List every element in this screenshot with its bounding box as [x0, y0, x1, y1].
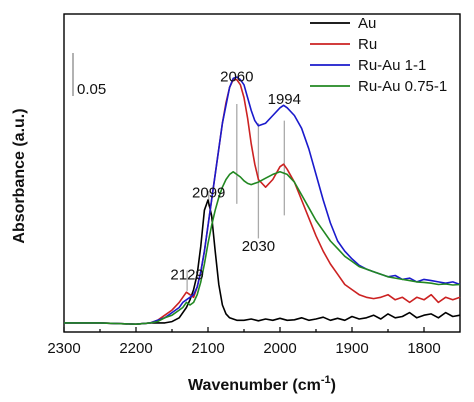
legend-label-1: Ru [358, 36, 377, 53]
x-axis-title-end: ) [331, 377, 336, 394]
peak-annotations: 2060 1994 2099 2030 2129 [170, 69, 301, 284]
x-axis-ticks: 2300 2200 2100 2000 1900 1800 [47, 327, 441, 357]
series-lines [64, 76, 461, 325]
peak-label-1994: 1994 [268, 91, 301, 108]
x-tick-label-2200: 2200 [119, 340, 152, 357]
legend-label-0: Au [358, 15, 376, 32]
peak-label-2060: 2060 [220, 69, 253, 86]
peak-guide-lines [186, 104, 285, 291]
legend-label-2: Ru-Au 1-1 [358, 57, 426, 74]
scale-bar-label: 0.05 [77, 81, 106, 98]
x-axis-title-main: Wavenumber (cm [188, 377, 321, 394]
plot-frame [63, 13, 461, 333]
series-line-2 [64, 76, 461, 325]
x-tick-label-2000: 2000 [263, 340, 296, 357]
x-axis-title: Wavenumber (cm-1) [188, 374, 336, 394]
peak-label-2099: 2099 [192, 184, 225, 201]
x-axis-title-sup: -1 [321, 374, 331, 386]
series-line-1 [64, 78, 461, 325]
series-line-0 [64, 199, 461, 325]
legend: Au Ru Ru-Au 1-1 Ru-Au 0.75-1 [310, 15, 447, 95]
x-tick-label-1900: 1900 [335, 340, 368, 357]
peak-label-2030: 2030 [242, 238, 275, 255]
x-tick-label-2100: 2100 [191, 340, 224, 357]
peak-label-2129: 2129 [170, 266, 203, 283]
series-line-3 [64, 171, 461, 325]
x-tick-label-2300: 2300 [47, 340, 80, 357]
legend-label-3: Ru-Au 0.75-1 [358, 78, 447, 95]
y-axis-title: Absorbance (a.u.) [11, 108, 28, 243]
x-tick-label-1800: 1800 [407, 340, 440, 357]
